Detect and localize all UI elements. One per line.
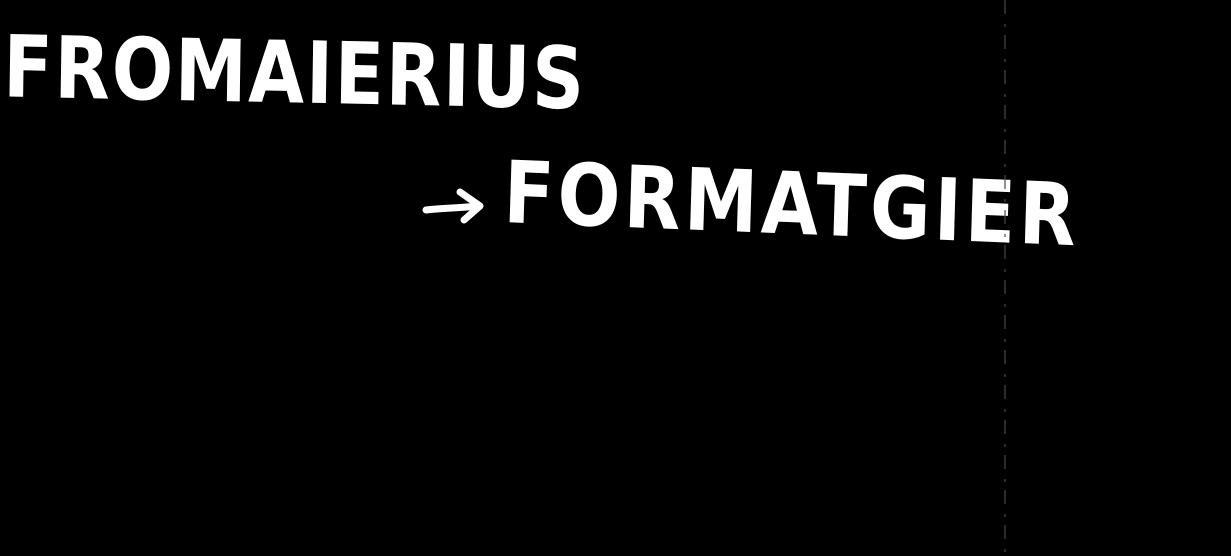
handwritten-line-1: FROMAIERIUS: [2, 16, 587, 129]
handwritten-line-2: FORMATGIER: [502, 143, 1081, 267]
scan-artifact-line: [1004, 0, 1006, 556]
right-arrow-icon: [422, 188, 484, 224]
